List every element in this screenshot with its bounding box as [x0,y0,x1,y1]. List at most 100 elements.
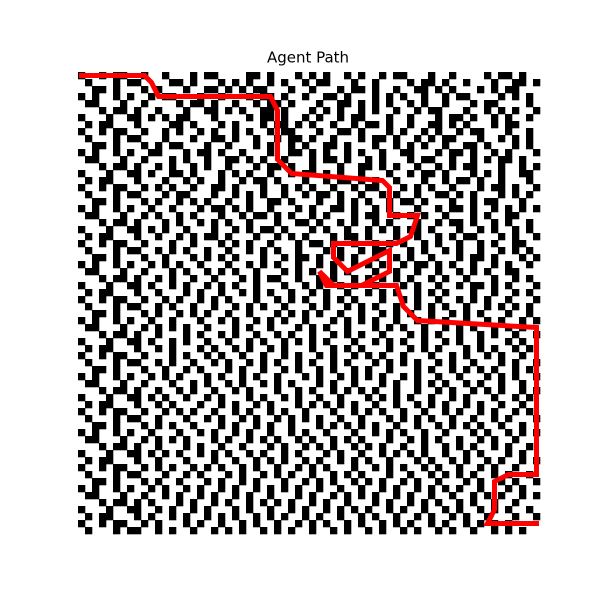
wall-cell [421,499,429,507]
wall-cell [379,149,387,157]
wall-cell [113,254,121,262]
wall-cell [498,401,506,409]
wall-cell [113,415,121,423]
wall-cell [526,142,534,150]
wall-cell [512,226,520,234]
wall-cell [260,156,268,164]
wall-cell [288,506,296,514]
wall-cell [288,499,296,507]
wall-cell [267,492,275,500]
wall-cell [365,352,373,360]
wall-cell [120,212,128,220]
wall-cell [330,422,338,430]
wall-cell [330,387,338,395]
wall-cell [113,331,121,339]
wall-cell [393,422,401,430]
wall-cell [309,226,317,234]
wall-cell [127,485,135,493]
wall-cell [85,177,93,185]
wall-cell [267,100,275,108]
wall-cell [414,513,422,521]
wall-cell [211,457,219,465]
wall-cell [365,289,373,297]
wall-cell [225,247,233,255]
wall-cell [456,240,464,248]
wall-cell [498,359,506,367]
wall-cell [113,86,121,94]
wall-cell [295,149,303,157]
wall-cell [379,310,387,318]
wall-cell [463,177,471,185]
wall-cell [183,156,191,164]
wall-cell [358,436,366,444]
wall-cell [197,450,205,458]
wall-cell [456,114,464,122]
wall-cell [512,79,520,87]
wall-cell [281,121,289,129]
wall-cell [463,107,471,115]
wall-cell [484,352,492,360]
wall-cell [393,513,401,521]
wall-cell [351,429,359,437]
wall-cell [281,107,289,115]
wall-cell [344,436,352,444]
wall-cell [232,268,240,276]
wall-cell [435,240,443,248]
wall-cell [491,86,499,94]
wall-cell [491,366,499,374]
wall-cell [505,450,513,458]
wall-cell [330,366,338,374]
wall-cell [99,128,107,136]
wall-cell [372,219,380,227]
wall-cell [204,149,212,157]
wall-cell [351,219,359,227]
wall-cell [288,142,296,150]
wall-cell [246,205,254,213]
wall-cell [484,429,492,437]
wall-cell [442,450,450,458]
wall-cell [106,457,114,465]
wall-cell [449,86,457,94]
wall-cell [421,324,429,332]
wall-cell [190,499,198,507]
wall-cell [211,135,219,143]
wall-cell [218,205,226,213]
wall-cell [225,380,233,388]
wall-cell [519,198,527,206]
wall-cell [421,100,429,108]
wall-cell [295,205,303,213]
wall-cell [141,520,149,528]
wall-cell [484,142,492,150]
wall-cell [99,275,107,283]
wall-cell [302,191,310,199]
wall-cell [183,177,191,185]
wall-cell [533,79,541,87]
wall-cell [442,212,450,220]
wall-cell [372,317,380,325]
wall-cell [386,499,394,507]
wall-cell [344,128,352,136]
wall-cell [365,408,373,416]
wall-cell [372,387,380,395]
wall-cell [288,100,296,108]
wall-cell [162,394,170,402]
wall-cell [435,268,443,276]
wall-cell [99,422,107,430]
wall-cell [484,492,492,500]
wall-cell [183,366,191,374]
wall-cell [204,233,212,241]
wall-cell [316,275,324,283]
wall-cell [78,408,86,416]
wall-cell [358,471,366,479]
wall-cell [239,373,247,381]
wall-cell [470,359,478,367]
wall-cell [127,471,135,479]
wall-cell [302,296,310,304]
wall-cell [197,177,205,185]
wall-cell [155,289,163,297]
wall-cell [162,261,170,269]
wall-cell [288,471,296,479]
wall-cell [393,450,401,458]
wall-cell [155,331,163,339]
wall-cell [78,114,86,122]
